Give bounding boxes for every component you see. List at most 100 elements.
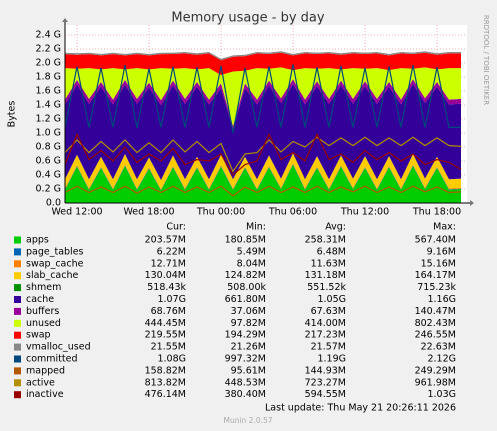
legend-stat: 1.19G [317,354,346,365]
last-update: Last update: Thu May 21 20:26:11 2026 [265,403,456,414]
legend-swatch [14,284,21,292]
lines [64,64,462,197]
legend-stat: 95.61M [231,365,266,376]
legend-header: Avg: [325,222,346,233]
legend-swatch [14,260,21,268]
line [64,64,461,134]
legend-stat: 997.32M [225,354,266,365]
legend-label: committed [26,354,78,365]
legend-stat: 97.82M [231,318,266,329]
legend-stat: 813.82M [145,377,186,388]
y-tick-label: 0.2 G [36,184,62,195]
legend-stat: 37.06M [231,306,266,317]
legend-stat: 249.29M [415,365,456,376]
legend-swatch [14,331,21,339]
legend: Cur: Min: Avg: Max: apps 203.57M 180.85M 258.31… [14,222,456,400]
legend-stat: 164.17M [415,270,456,281]
legend-stat: 448.53M [225,377,266,388]
y-tick-label: 2.2 G [36,44,62,55]
legend-swatch [14,272,21,280]
y-tick-label: 0.8 G [36,142,62,153]
legend-label: shmem [26,282,61,293]
legend-stat: 567.40M [415,235,456,246]
legend-stat: 6.48M [317,246,346,257]
legend-stat: 518.43k [147,282,186,293]
legend-stat: 723.27M [305,377,346,388]
legend-label: cache [26,294,54,305]
legend-stat: 131.18M [305,270,346,281]
area [65,52,461,75]
legend-label: apps [26,235,49,246]
legend-stat: 203.57M [145,235,186,246]
legend-stat: 11.63M [311,258,346,269]
legend-stat: 22.63M [421,342,456,353]
legend-stat: 258.31M [305,235,346,246]
legend-label: vmalloc_used [26,342,91,353]
legend-swatch [14,319,21,327]
legend-stat: 444.45M [145,318,186,329]
legend-stat: 140.47M [415,306,456,317]
area [65,51,461,61]
legend-stat: 551.52k [307,282,346,293]
y-tick-label: 1.8 G [36,72,62,83]
legend-stat: 414.00M [305,318,346,329]
legend-swatch [14,343,21,351]
axes [62,18,474,206]
legend-stat: 21.57M [311,342,346,353]
legend-stat: 2.12G [427,354,456,365]
legend-stat: 802.43M [415,318,456,329]
line [64,185,462,197]
legend-stat: 158.82M [145,365,186,376]
y-tick-label: 0.0 [46,198,61,209]
x-tick-label: Thu 06:00 [268,207,317,218]
legend-stat: 715.23k [417,282,456,293]
y-tick-label: 0.4 G [36,170,62,181]
y-tick-label: 1.2 G [36,114,62,125]
legend-label: swap_cache [26,258,84,269]
legend-stat: 8.04M [237,258,266,269]
legend-stat: 217.23M [305,330,346,341]
y-tick-label: 1.0 G [36,128,62,139]
legend-stat: 194.29M [225,330,266,341]
y-tick-label: 2.0 G [36,58,62,69]
chart-title: Memory usage - by day [171,11,324,26]
legend-stat: 1.16G [427,294,456,305]
legend-label: buffers [26,306,59,317]
legend-stat: 219.55M [145,330,186,341]
area [65,153,461,190]
legend-swatch [14,296,21,303]
legend-stat: 594.55M [305,389,346,400]
y-axis-label: Bytes [7,101,18,128]
area [65,164,461,203]
legend-label: inactive [26,389,64,400]
x-tick-label: Thu 18:00 [412,207,461,218]
y-tick-label: 0.6 G [36,156,62,167]
y-arrow [62,18,68,22]
x-tick-label: Wed 12:00 [51,207,102,218]
x-tick-label: Thu 00:00 [196,207,245,218]
legend-stat: 961.98M [415,377,456,388]
legend-stat: 180.85M [225,235,266,246]
legend-swatch [14,391,21,399]
y-tick-label: 2.4 G [36,30,62,41]
area [65,84,461,180]
legend-stat: 144.93M [305,365,346,376]
legend-stat: 6.22M [157,246,186,257]
legend-stat: 5.49M [237,246,266,257]
legend-stat: 246.55M [415,330,456,341]
watermark: RRDTOOL / TOBI OETIKER [482,15,490,105]
footer: Munin 2.0.57 [223,416,272,425]
legend-stat: 380.40M [225,389,266,400]
legend-header: Max: [433,222,456,233]
legend-stat: 21.55M [151,342,186,353]
legend-label: slab_cache [26,270,78,281]
line [64,132,462,176]
legend-header: Min: [246,222,266,233]
legend-stat: 1.07G [157,294,186,305]
legend-label: mapped [26,365,65,376]
legend-swatch [14,355,21,363]
x-arrow [470,200,474,206]
legend-stat: 476.14M [145,389,186,400]
x-tick-label: Thu 12:00 [340,207,389,218]
